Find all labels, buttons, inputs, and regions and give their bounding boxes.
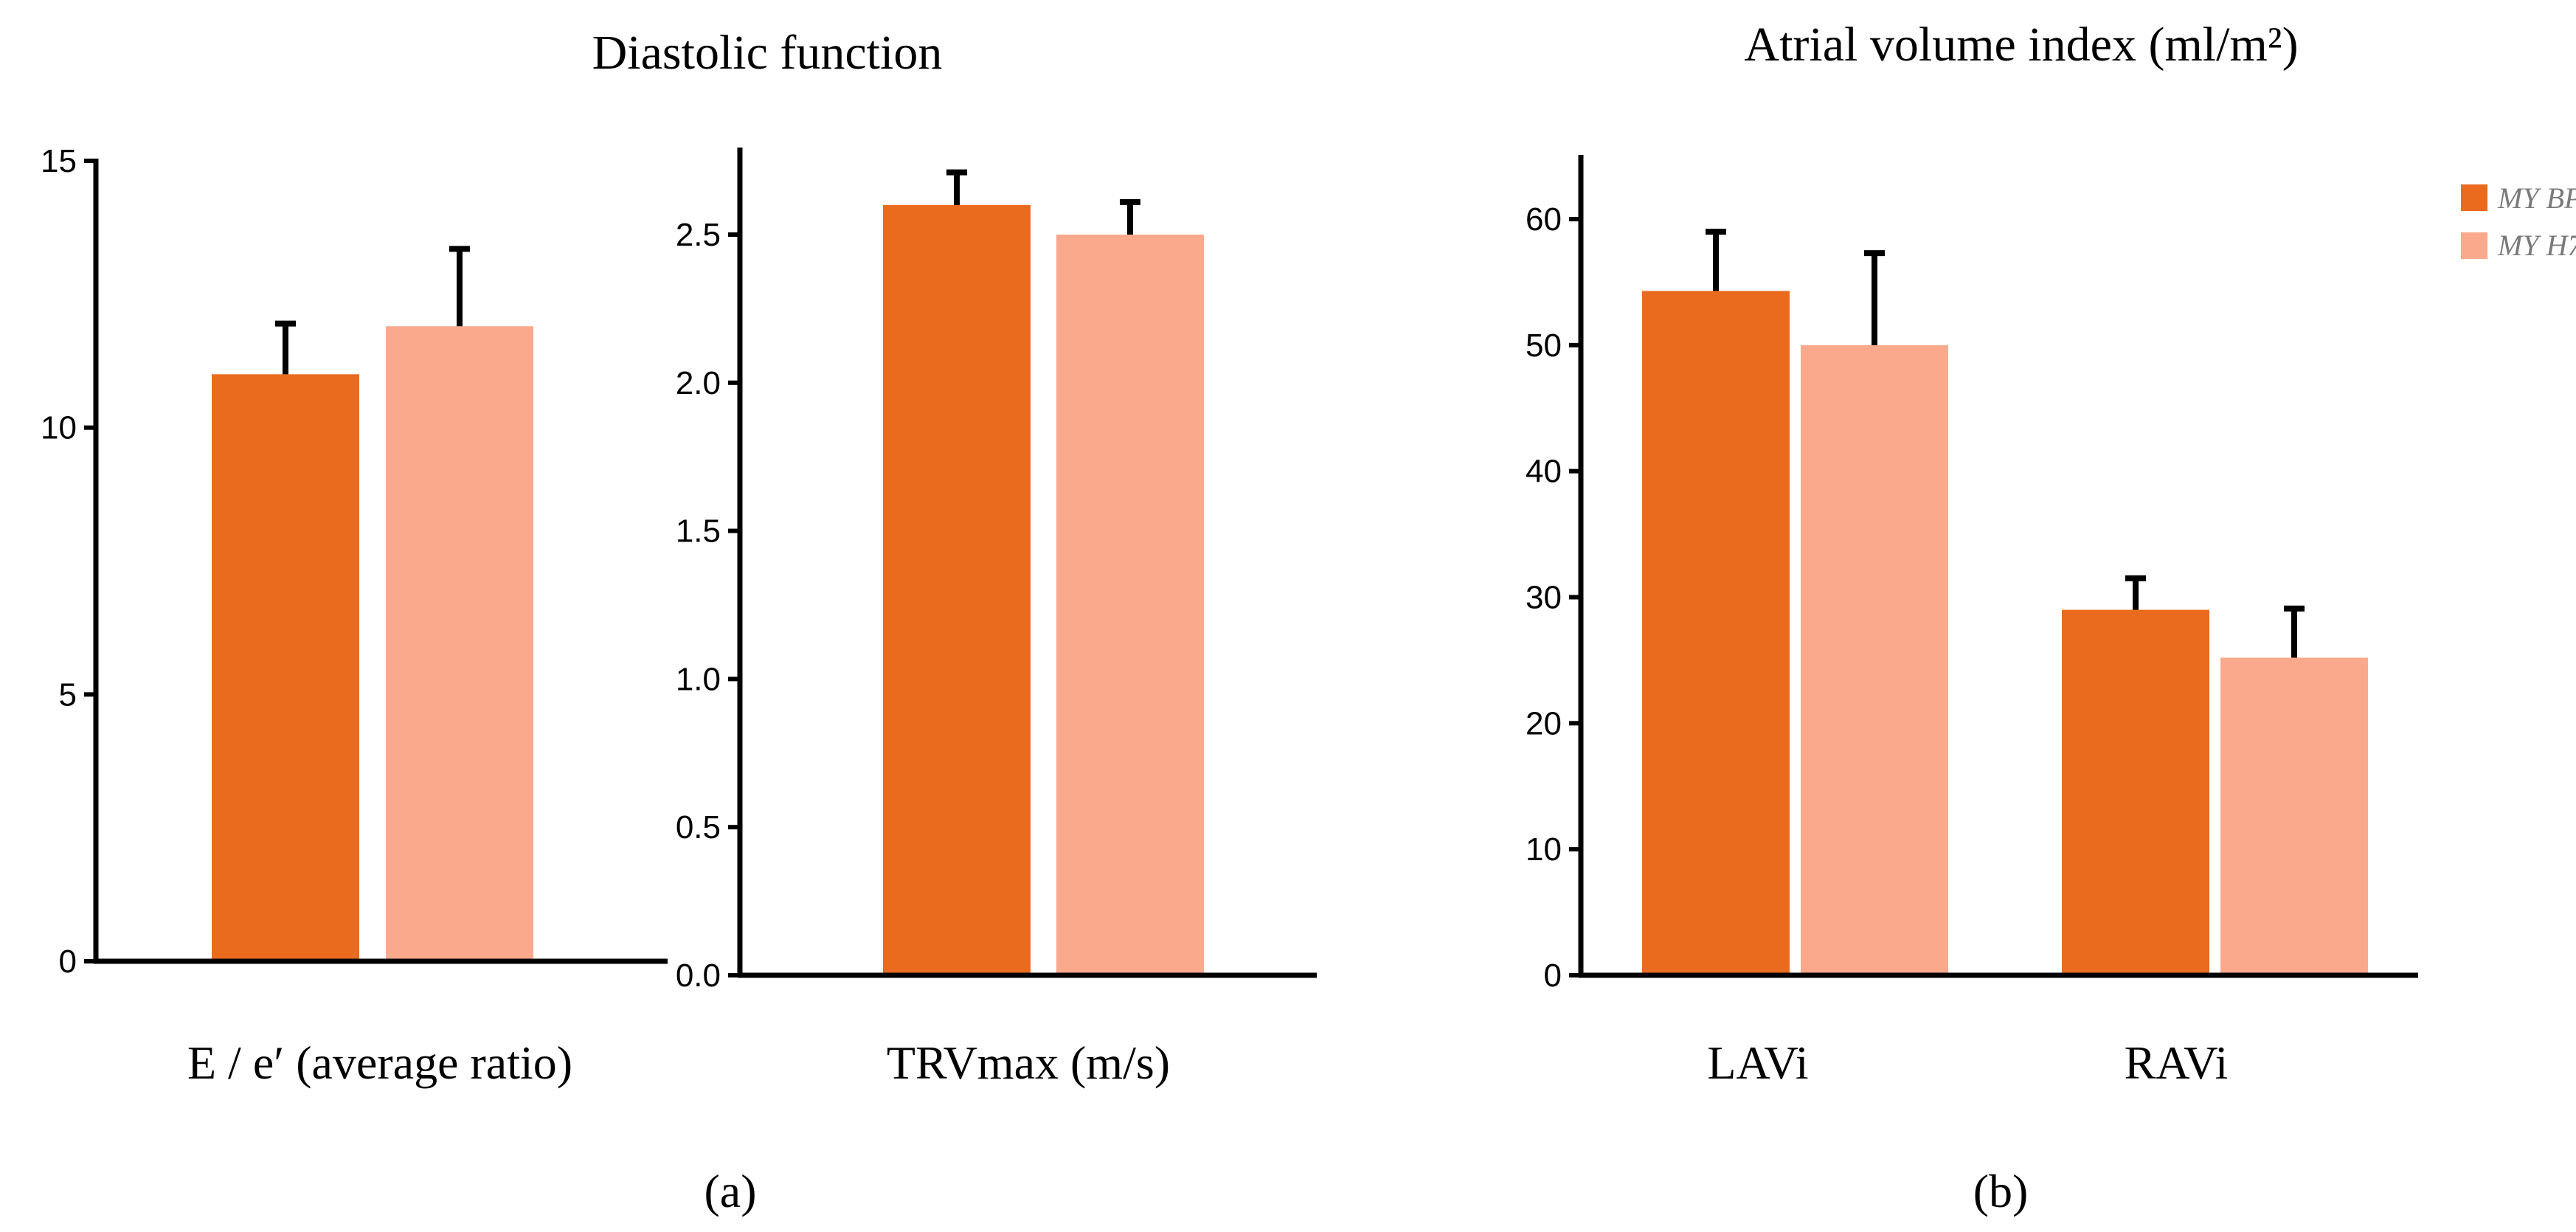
y-tick-label-trv: 0.5 bbox=[676, 809, 721, 845]
chart-e-e-ratio: 0 5 10 15 bbox=[41, 143, 668, 980]
chart-trvmax: 0.0 0.5 1.0 1.5 2.0 2.5 bbox=[676, 148, 1317, 994]
bar-ee-mybpc3 bbox=[212, 374, 359, 961]
y-tick-label-avi: 30 bbox=[1526, 580, 1562, 616]
bar-avi-myh7-lavi bbox=[1801, 345, 1948, 975]
chart-atrial-volume-index: 0 10 20 30 40 50 60 bbox=[1526, 155, 2418, 994]
y-tick-label-trv: 1.5 bbox=[676, 513, 721, 550]
xlabel-trvmax: TRVmax (m/s) bbox=[887, 1037, 1170, 1089]
y-tick-label-ee: 0 bbox=[59, 944, 77, 980]
title-diastolic-function: Diastolic function bbox=[592, 26, 943, 80]
y-tick-label-trv: 0.0 bbox=[676, 958, 721, 994]
bar-avi-mybpc3-lavi bbox=[1642, 291, 1790, 975]
xlabel-e-e-ratio: E / e′ (average ratio) bbox=[187, 1037, 572, 1089]
y-tick-label-avi: 0 bbox=[1544, 958, 1562, 994]
y-tick-label-ee: 10 bbox=[41, 410, 77, 446]
legend-swatch-myh7 bbox=[2461, 232, 2487, 259]
y-tick-label-avi: 20 bbox=[1526, 705, 1562, 741]
legend-label-mybpc3: MY BPC3 bbox=[2497, 181, 2576, 215]
title-atrial-volume-index: Atrial volume index (ml/m²) bbox=[1744, 18, 2298, 72]
legend-swatch-mybpc3 bbox=[2461, 184, 2487, 211]
bar-avi-myh7-ravi bbox=[2220, 657, 2368, 975]
legend-label-myh7: MY H7 bbox=[2497, 229, 2576, 262]
y-tick-label-ee: 15 bbox=[41, 143, 77, 179]
y-tick-label-avi: 10 bbox=[1526, 831, 1562, 868]
legend: MY BPC3 MY H7 bbox=[2461, 181, 2576, 262]
y-tick-label-trv: 1.0 bbox=[676, 661, 721, 697]
y-tick-label-ee: 5 bbox=[59, 676, 77, 713]
y-tick-label-avi: 40 bbox=[1526, 454, 1562, 490]
category-label-lavi: LAVi bbox=[1707, 1037, 1808, 1089]
y-tick-label-avi: 60 bbox=[1526, 201, 1562, 238]
y-tick-label-trv: 2.5 bbox=[676, 217, 721, 253]
bar-ee-myh7 bbox=[386, 326, 533, 961]
bar-trv-mybpc3 bbox=[883, 204, 1031, 976]
y-tick-label-avi: 50 bbox=[1526, 328, 1562, 364]
y-tick-label-trv: 2.0 bbox=[676, 365, 721, 401]
category-label-ravi: RAVi bbox=[2125, 1037, 2229, 1089]
panel-label-a: (a) bbox=[704, 1165, 756, 1217]
bar-trv-myh7 bbox=[1056, 235, 1204, 975]
panel-label-b: (b) bbox=[1973, 1165, 2029, 1217]
bar-avi-mybpc3-ravi bbox=[2062, 609, 2209, 975]
